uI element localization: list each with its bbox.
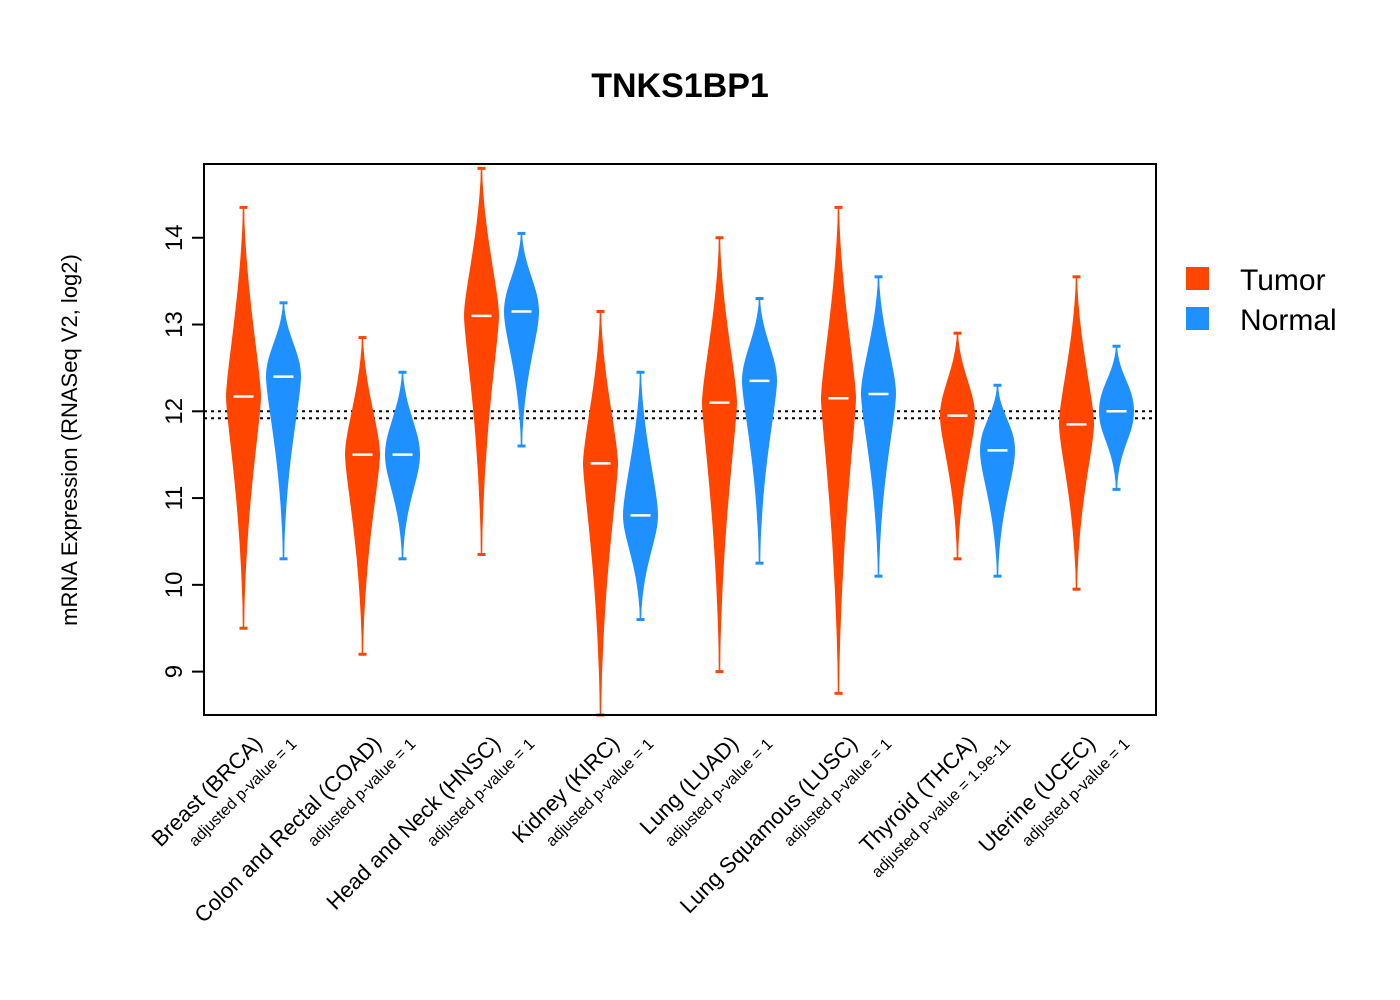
tumor-violin <box>582 310 619 717</box>
normal-violin-body <box>979 385 1016 577</box>
tumor-violin-body <box>344 337 381 655</box>
normal-violin <box>741 296 778 565</box>
y-tick-label: 12 <box>161 398 188 425</box>
normal-violin-body <box>741 298 778 564</box>
normal-violin <box>860 275 897 578</box>
tumor-violin-body <box>1058 276 1095 590</box>
legend-swatch <box>1186 307 1209 330</box>
tumor-violin <box>701 236 738 674</box>
tumor-violin <box>344 336 381 656</box>
normal-violin <box>979 383 1016 578</box>
y-axis-label: mRNA Expression (RNASeq V2, log2) <box>57 254 82 626</box>
normal-violin-body <box>384 372 421 559</box>
legend-swatch <box>1186 267 1209 290</box>
tumor-violin-body <box>463 168 500 555</box>
normal-violin-body <box>860 276 897 577</box>
normal-violin <box>265 301 302 561</box>
normal-violin <box>622 370 659 622</box>
legend: Tumor Normal <box>1186 264 1337 337</box>
normal-violin <box>384 370 421 561</box>
normal-violin-body <box>622 372 659 620</box>
chart-title: TNKS1BP1 <box>591 67 769 105</box>
tumor-violin-body <box>225 207 262 629</box>
normal-violin <box>1098 344 1135 491</box>
tumor-violin-body <box>582 311 619 716</box>
y-tick-label: 11 <box>161 486 188 511</box>
y-tick-label: 13 <box>161 311 188 338</box>
normal-violin-body <box>503 233 540 447</box>
tumor-violin-body <box>701 237 738 672</box>
tumor-violin <box>820 205 857 695</box>
normal-violin <box>503 231 540 448</box>
tumor-violin-body <box>820 207 857 694</box>
normal-violin-body <box>265 302 302 559</box>
tumor-violin <box>1058 275 1095 591</box>
legend-label: Tumor <box>1240 264 1326 297</box>
y-tick-label: 10 <box>161 571 188 598</box>
tumor-violin-body <box>939 333 976 559</box>
plot-frame <box>203 163 1157 716</box>
y-tick-label: 14 <box>161 224 188 251</box>
plot-area <box>204 166 1156 717</box>
y-axis: 9 10 11 12 13 14 <box>161 224 204 678</box>
tumor-violin <box>939 331 976 561</box>
y-tick-label: 9 <box>161 665 188 678</box>
normal-violin-body <box>1098 346 1135 490</box>
tumor-violin <box>225 205 262 630</box>
legend-label: Normal <box>1240 304 1337 337</box>
tumor-violin <box>463 166 500 556</box>
